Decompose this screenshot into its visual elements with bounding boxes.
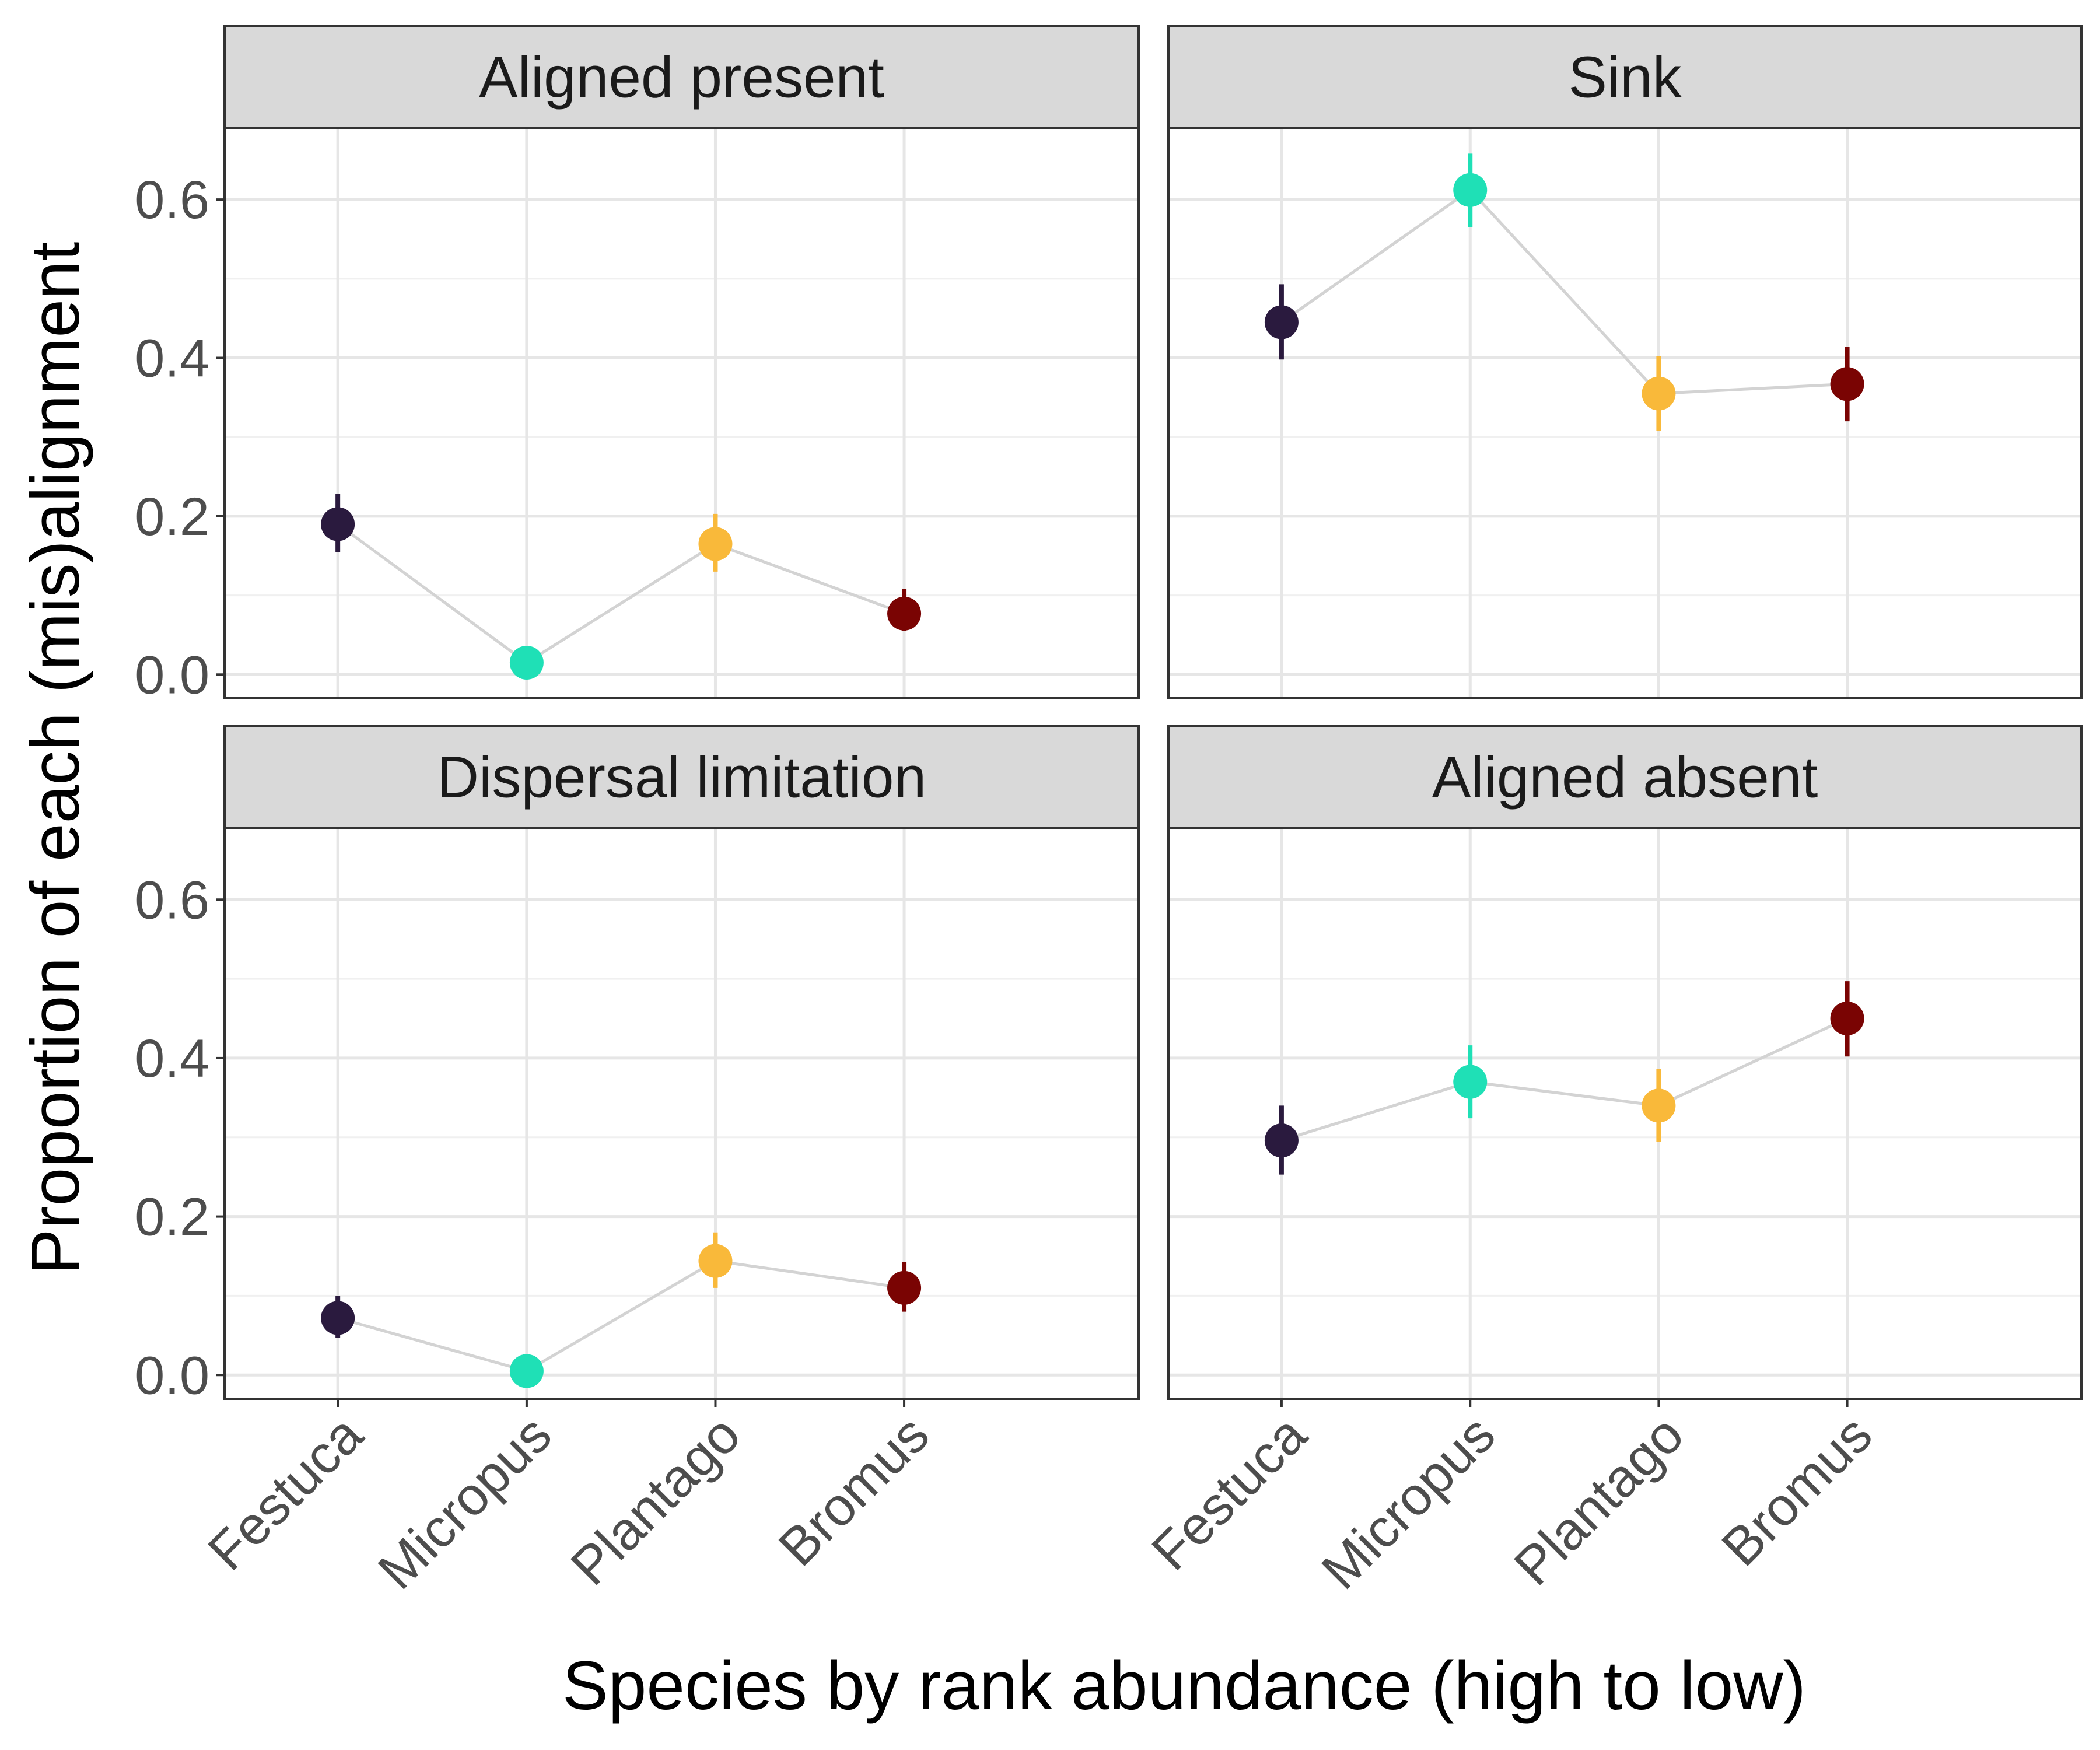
facet-title: Sink: [1568, 45, 1682, 110]
data-point: [509, 645, 544, 680]
data-point: [321, 1301, 355, 1335]
x-tick-label: Festuca: [197, 1404, 374, 1581]
plot-background: [225, 128, 1139, 698]
x-axis-title: Species by rank abundance (high to low): [562, 1647, 1806, 1724]
connector-line: [337, 1259, 905, 1373]
panel-border: [1167, 827, 2082, 1400]
plot-background: [1168, 828, 2081, 1399]
data-point: [698, 527, 733, 561]
data-point: [509, 1354, 544, 1388]
x-tick-label: Bromus: [768, 1405, 940, 1577]
plot-background: [1168, 128, 2081, 698]
panel-aligned-present: Aligned present: [223, 25, 1140, 699]
x-tick-label: Bromus: [1710, 1405, 1883, 1577]
y-tick-label: 0.2: [135, 1188, 209, 1247]
panel-dispersal-limitation: Dispersal limitation: [223, 725, 1140, 1400]
y-tick-label: 0.4: [135, 329, 209, 388]
panel-sink: Sink: [1167, 25, 2082, 699]
x-tick-label: Festuca: [1141, 1404, 1318, 1581]
facet-strip: [223, 725, 1140, 830]
y-tick-label: 0.0: [135, 1346, 209, 1405]
x-tick-label: Micropus: [367, 1405, 563, 1601]
connector-line: [337, 523, 905, 664]
data-point: [1453, 1065, 1488, 1099]
data-point: [1642, 376, 1676, 411]
panels: Aligned present Sink Dispersal limitation A…: [223, 25, 2082, 1400]
x-tick-label: Plantago: [1503, 1405, 1695, 1597]
data-point: [887, 596, 922, 631]
facet-title: Dispersal limitation: [437, 745, 926, 810]
data-point: [887, 1270, 922, 1305]
plot-background: [225, 828, 1139, 1399]
y-tick-label: 0.0: [135, 645, 209, 705]
data-point: [1453, 173, 1488, 207]
x-tick-label: Micropus: [1310, 1405, 1506, 1601]
data-point: [1830, 1002, 1864, 1035]
data-point: [321, 507, 355, 541]
panel-border: [223, 127, 1140, 699]
panel-aligned-absent: Aligned absent: [1167, 725, 2082, 1400]
y-tick-label: 0.6: [135, 170, 209, 230]
y-axis-title: Proportion of each (mis)alignment: [17, 242, 94, 1275]
data-point: [698, 1244, 733, 1278]
facet-strip: [1167, 725, 2082, 830]
data-point: [1642, 1088, 1676, 1123]
panel-border: [223, 827, 1140, 1400]
connector-line: [1281, 1017, 1848, 1142]
y-tick-label: 0.2: [135, 487, 209, 547]
y-tick-label: 0.4: [135, 1029, 209, 1088]
panel-border: [1167, 127, 2082, 699]
x-tick-label: Plantago: [560, 1405, 752, 1597]
connector-line: [1280, 188, 1847, 396]
y-tick-label: 0.6: [135, 870, 209, 930]
data-point: [1264, 305, 1298, 340]
data-point: [1264, 1124, 1298, 1158]
facet-title: Aligned present: [479, 45, 884, 110]
facet-strip: [223, 25, 1140, 130]
facet-strip: [1167, 25, 2082, 130]
data-point: [1830, 367, 1864, 401]
facet-title: Aligned absent: [1432, 745, 1818, 810]
